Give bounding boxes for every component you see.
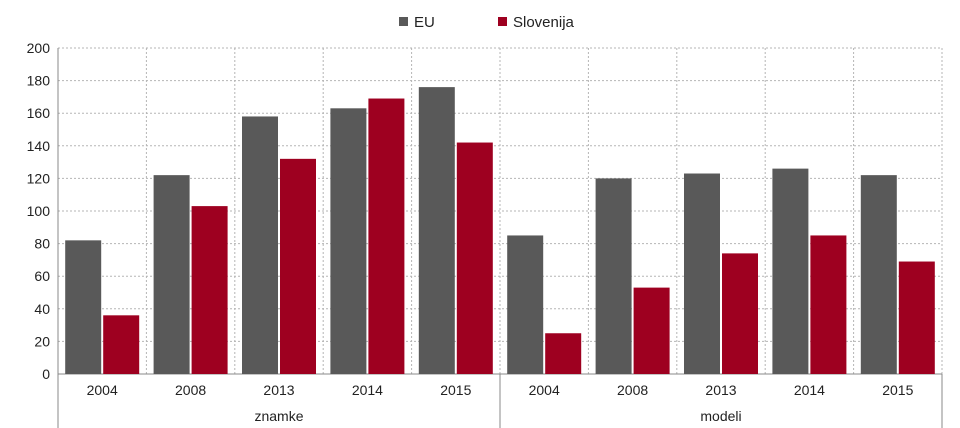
bar-slovenija-znamke-2015 (456, 142, 493, 374)
bar-eu-znamke-2014 (330, 108, 367, 374)
bar-eu-znamke-2013 (242, 116, 278, 375)
y-tick-label: 180 (27, 73, 51, 89)
y-tick-label: 200 (27, 40, 51, 56)
bar-slovenija-znamke-2004 (103, 315, 140, 374)
bar-slovenija-modeli-2014 (810, 235, 847, 374)
bar-slovenija-znamke-2013 (280, 158, 316, 374)
y-axis-tick-labels: 0 20 40 60 80 100 120 140 160 180 200 (27, 40, 51, 382)
legend: EU Slovenija (399, 14, 575, 31)
y-tick-label: 100 (27, 203, 51, 219)
legend-label-slovenija: Slovenija (513, 14, 575, 31)
y-tick-label: 60 (34, 268, 50, 284)
y-tick-label: 120 (27, 170, 51, 186)
legend-swatch-slovenija (498, 17, 507, 26)
grid-lines (57, 47, 943, 375)
bar-eu-znamke-2004 (65, 240, 102, 374)
x-tick-label: 2015 (440, 382, 471, 398)
y-tick-label: 160 (27, 105, 51, 121)
x-tick-label: 2008 (175, 382, 206, 398)
y-tick-label: 140 (27, 138, 51, 154)
x-tick-label: 2004 (529, 382, 560, 398)
bar-eu-modeli-2013 (684, 173, 720, 374)
y-tick-label: 80 (34, 236, 50, 252)
bar-eu-modeli-2004 (507, 235, 544, 374)
x-tick-label: 2004 (87, 382, 118, 398)
bar-slovenija-modeli-2008 (633, 287, 670, 374)
x-tick-label: 2014 (352, 382, 383, 398)
bars (65, 87, 935, 375)
x-axis-tick-labels: 2004 2008 2013 2014 2015 2004 2008 2013 2014 2015 (87, 382, 914, 398)
bar-eu-znamke-2008 (153, 175, 190, 374)
y-tick-label: 20 (34, 333, 50, 349)
legend-label-eu: EU (414, 14, 435, 31)
x-tick-label: 2014 (794, 382, 825, 398)
bar-slovenija-modeli-2013 (722, 253, 758, 374)
x-tick-label: 2008 (617, 382, 648, 398)
bar-eu-modeli-2015 (860, 175, 897, 374)
bar-eu-modeli-2014 (772, 168, 809, 374)
bar-slovenija-modeli-2004 (545, 333, 582, 374)
y-tick-label: 40 (34, 301, 50, 317)
group-label: znamke (254, 408, 303, 424)
bar-eu-modeli-2008 (595, 178, 632, 374)
legend-swatch-eu (399, 17, 408, 26)
bar-slovenija-modeli-2015 (898, 261, 935, 374)
bar-slovenija-znamke-2014 (368, 98, 405, 374)
bar-eu-znamke-2015 (418, 87, 455, 375)
group-label: modeli (700, 408, 741, 424)
x-axis-group-labels: znamke modeli (57, 374, 943, 428)
bar-slovenija-znamke-2008 (191, 206, 228, 374)
x-tick-label: 2015 (882, 382, 913, 398)
y-tick-label: 0 (42, 366, 50, 382)
x-tick-label: 2013 (705, 382, 736, 398)
x-tick-label: 2013 (263, 382, 294, 398)
